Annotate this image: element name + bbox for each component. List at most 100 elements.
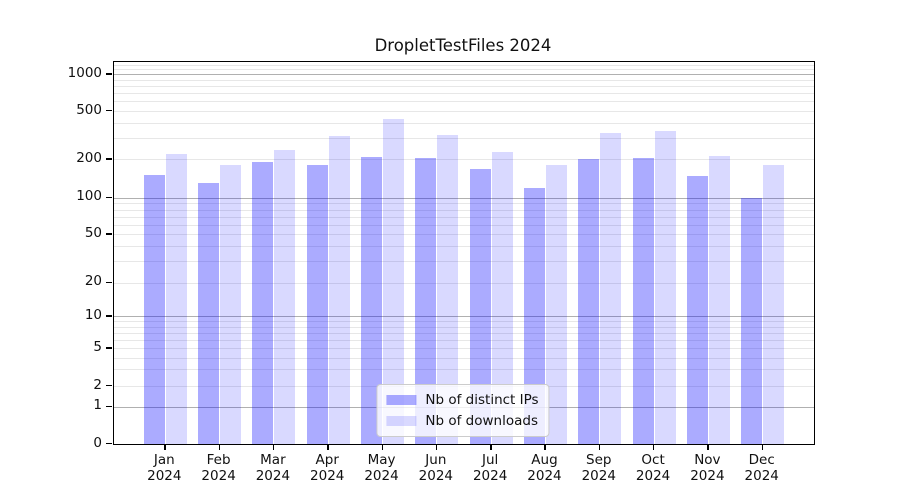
x-tick-mark (653, 445, 655, 450)
gridline-major (114, 74, 814, 76)
bar-distinct-ips-sep (578, 158, 600, 444)
y-tick-label: 1 (93, 397, 102, 413)
y-tick-label: 0 (93, 434, 102, 451)
x-tick-label: Jun 2024 (418, 452, 454, 484)
bar-downloads-may (383, 119, 404, 444)
gridline-minor (114, 246, 814, 248)
gridline-major (114, 316, 814, 318)
y-tick-mark (106, 347, 112, 349)
y-tick-label: 10 (84, 306, 102, 323)
bar-distinct-ips-mar (252, 162, 274, 444)
gridline-minor (114, 122, 814, 124)
bar-distinct-ips-jun (415, 158, 437, 444)
y-tick-mark (106, 233, 112, 235)
x-tick-label: Feb 2024 (201, 452, 236, 484)
y-tick-label: 5 (93, 338, 102, 355)
bar-distinct-ips-feb (198, 183, 220, 444)
x-tick-mark (761, 445, 764, 450)
bar-downloads-jun (437, 135, 459, 444)
bar-distinct-ips-nov (686, 176, 708, 444)
bar-downloads-jan (165, 154, 187, 444)
legend-label-downloads: Nb of downloads (425, 413, 538, 429)
x-tick-mark (707, 445, 709, 450)
bar-distinct-ips-oct (632, 158, 654, 444)
gridline-minor (114, 86, 814, 88)
gridline-minor (114, 332, 814, 334)
x-tick-label: Sep 2024 (581, 452, 616, 484)
y-tick-mark (106, 315, 112, 317)
x-tick-label: Jan 2024 (147, 452, 182, 484)
bar-downloads-dec (763, 165, 785, 444)
x-tick-mark (435, 445, 438, 450)
x-tick-label: Apr 2024 (310, 452, 345, 484)
y-tick-mark (106, 385, 112, 387)
legend-item-distinct-ips: Nb of distinct IPs (386, 392, 539, 408)
x-tick-mark (544, 445, 546, 450)
gridline-minor (114, 216, 814, 218)
bar-downloads-oct (654, 130, 676, 444)
x-tick-label: Mar 2024 (255, 452, 291, 484)
y-tick-label: 1000 (67, 64, 102, 81)
legend: Nb of distinct IPs Nb of downloads (376, 384, 550, 437)
bar-downloads-jul (491, 152, 513, 444)
gridline-minor (114, 234, 814, 236)
x-tick-label: Jul 2024 (472, 452, 508, 484)
y-tick-label: 2 (93, 376, 102, 393)
gridline-minor (114, 261, 814, 263)
gridline-minor (114, 111, 814, 112)
bar-distinct-ips-dec (741, 197, 763, 444)
y-tick-mark (106, 196, 112, 199)
gridline-major (114, 197, 814, 199)
bar-distinct-ips-may (361, 156, 382, 444)
y-tick-mark (106, 73, 112, 75)
bar-downloads-mar (274, 149, 296, 444)
x-tick-label: Nov 2024 (690, 452, 725, 484)
gridline-minor (114, 339, 814, 341)
legend-label-distinct-ips: Nb of distinct IPs (425, 392, 539, 408)
bar-distinct-ips-apr (306, 165, 328, 444)
x-tick-label: May 2024 (364, 452, 399, 484)
y-tick-mark (106, 110, 112, 112)
x-tick-mark (490, 445, 492, 450)
gridline-minor (114, 369, 814, 371)
gridline-minor (114, 282, 814, 284)
y-tick-label: 200 (76, 149, 102, 166)
gridline-minor (114, 321, 814, 323)
y-tick-label: 500 (76, 101, 102, 118)
x-tick-mark (598, 445, 601, 450)
gridline-minor (114, 203, 814, 205)
x-tick-mark (218, 445, 220, 450)
x-tick-mark (272, 445, 275, 450)
gridline-minor (114, 357, 814, 359)
y-tick-label: 100 (76, 188, 102, 205)
y-tick-label: 50 (84, 224, 102, 241)
x-tick-mark (164, 445, 166, 450)
x-tick-label: Dec 2024 (744, 452, 779, 484)
gridline-minor (114, 79, 814, 81)
bar-downloads-nov (708, 155, 730, 444)
bar-downloads-sep (600, 132, 622, 444)
bar-distinct-ips-jul (469, 169, 491, 444)
x-tick-mark (381, 445, 383, 450)
legend-swatch-downloads (386, 416, 417, 426)
gridline-minor (114, 137, 814, 139)
gridline-minor (114, 101, 814, 103)
x-tick-label: Aug 2024 (527, 452, 562, 484)
bar-distinct-ips-jan (143, 175, 165, 444)
gridline-minor (114, 159, 814, 161)
gridline-minor (114, 69, 814, 71)
gridline-minor (114, 209, 814, 211)
gridline-minor (114, 224, 814, 226)
legend-item-downloads: Nb of downloads (386, 413, 538, 429)
y-tick-mark (106, 443, 112, 445)
legend-swatch-distinct-ips (386, 395, 417, 405)
gridline-minor (114, 93, 814, 95)
bar-downloads-apr (328, 136, 350, 444)
x-tick-label: Oct 2024 (635, 452, 671, 484)
chart-title: DropletTestFiles 2024 (374, 36, 552, 55)
x-tick-mark (327, 445, 329, 450)
bar-distinct-ips-aug (524, 188, 545, 444)
bar-downloads-feb (220, 164, 242, 444)
bar-downloads-aug (546, 165, 567, 444)
